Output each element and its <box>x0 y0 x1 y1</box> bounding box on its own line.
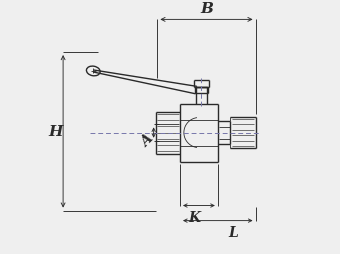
Text: A: A <box>139 132 156 149</box>
Text: L: L <box>228 225 238 239</box>
Text: H: H <box>48 125 63 139</box>
Text: K: K <box>188 210 200 224</box>
Text: B: B <box>200 2 213 16</box>
